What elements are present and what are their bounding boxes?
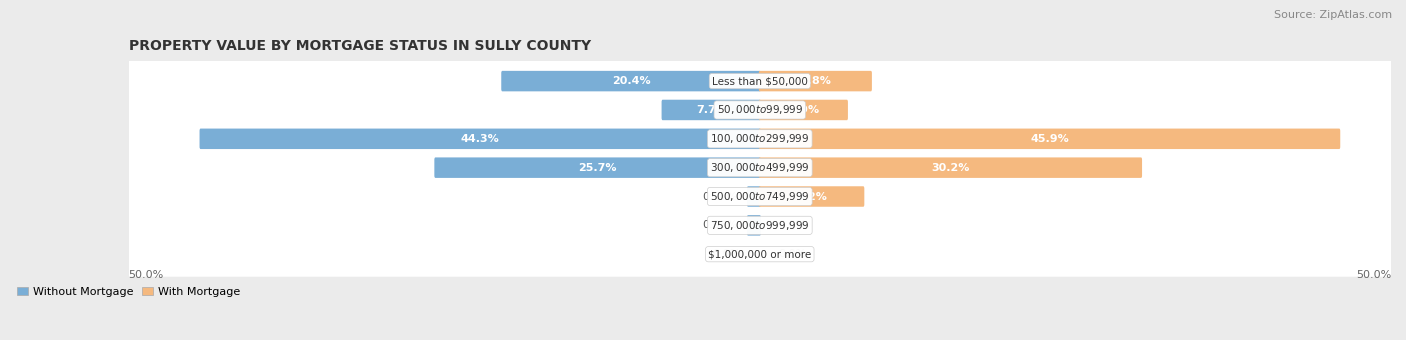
FancyBboxPatch shape — [759, 186, 865, 207]
Text: 44.3%: 44.3% — [461, 134, 499, 144]
FancyBboxPatch shape — [747, 215, 761, 236]
Text: 7.7%: 7.7% — [696, 105, 727, 115]
FancyBboxPatch shape — [125, 58, 1395, 104]
Text: $500,000 to $749,999: $500,000 to $749,999 — [710, 190, 810, 203]
Text: 0.93%: 0.93% — [703, 220, 738, 231]
Text: 50.0%: 50.0% — [128, 270, 165, 280]
Text: 30.2%: 30.2% — [931, 163, 970, 173]
Text: 20.4%: 20.4% — [612, 76, 651, 86]
Text: Less than $50,000: Less than $50,000 — [711, 76, 807, 86]
Text: 0.93%: 0.93% — [703, 191, 738, 202]
Text: $100,000 to $299,999: $100,000 to $299,999 — [710, 132, 810, 145]
Text: 0.0%: 0.0% — [713, 249, 741, 259]
Text: $750,000 to $999,999: $750,000 to $999,999 — [710, 219, 810, 232]
FancyBboxPatch shape — [125, 232, 1395, 277]
FancyBboxPatch shape — [125, 87, 1395, 133]
Text: 0.0%: 0.0% — [779, 220, 807, 231]
FancyBboxPatch shape — [759, 129, 1340, 149]
Text: Source: ZipAtlas.com: Source: ZipAtlas.com — [1274, 10, 1392, 20]
Text: 45.9%: 45.9% — [1031, 134, 1069, 144]
Text: 8.2%: 8.2% — [796, 191, 827, 202]
Text: 8.8%: 8.8% — [800, 76, 831, 86]
FancyBboxPatch shape — [502, 71, 761, 91]
FancyBboxPatch shape — [759, 157, 1142, 178]
FancyBboxPatch shape — [759, 71, 872, 91]
FancyBboxPatch shape — [747, 186, 761, 207]
Text: $300,000 to $499,999: $300,000 to $499,999 — [710, 161, 810, 174]
FancyBboxPatch shape — [662, 100, 761, 120]
FancyBboxPatch shape — [125, 203, 1395, 248]
FancyBboxPatch shape — [200, 129, 761, 149]
Text: $1,000,000 or more: $1,000,000 or more — [709, 249, 811, 259]
Text: 25.7%: 25.7% — [578, 163, 617, 173]
Text: PROPERTY VALUE BY MORTGAGE STATUS IN SULLY COUNTY: PROPERTY VALUE BY MORTGAGE STATUS IN SUL… — [128, 39, 591, 53]
Legend: Without Mortgage, With Mortgage: Without Mortgage, With Mortgage — [15, 285, 242, 299]
FancyBboxPatch shape — [125, 174, 1395, 219]
FancyBboxPatch shape — [125, 145, 1395, 190]
Text: 50.0%: 50.0% — [1355, 270, 1391, 280]
Text: $50,000 to $99,999: $50,000 to $99,999 — [717, 103, 803, 117]
FancyBboxPatch shape — [759, 100, 848, 120]
FancyBboxPatch shape — [125, 116, 1395, 161]
Text: 6.9%: 6.9% — [787, 105, 818, 115]
FancyBboxPatch shape — [434, 157, 761, 178]
Text: 0.0%: 0.0% — [779, 249, 807, 259]
